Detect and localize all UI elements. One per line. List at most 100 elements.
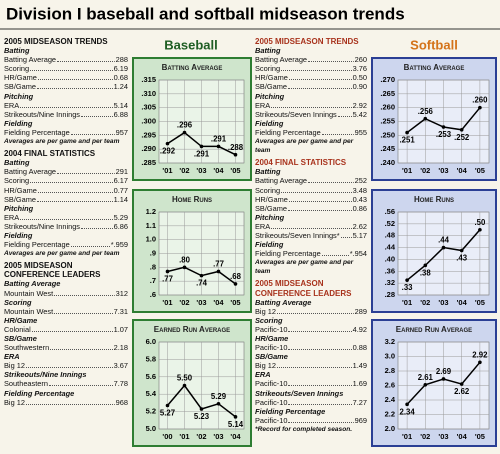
stat-row: Strikeouts/Seven Innings* 5.17 (255, 231, 367, 240)
stat-value: 1.24 (113, 82, 128, 92)
x-tick-label: '04 (213, 166, 224, 175)
stat-label: Pacific-10 (255, 343, 288, 353)
stat-value: 0.68 (113, 73, 128, 83)
stat-row: Southeastern 7.78 (4, 379, 128, 388)
data-label: 5.27 (160, 409, 175, 418)
stat-label: HR/Game (4, 185, 37, 195)
x-tick-label: '02 (420, 166, 430, 175)
group-name: SB/Game (4, 334, 37, 343)
x-tick-label: '00 (162, 432, 172, 441)
text-column: 2005 MIDSEASON TRENDS Batting Batting Aver… (4, 34, 128, 407)
data-label: 5.29 (211, 392, 227, 401)
group-name: Scoring (255, 315, 283, 325)
data-point (233, 152, 238, 157)
x-tick-label: '03 (438, 166, 448, 175)
stat-label: Pacific-10 (255, 324, 288, 334)
data-point (216, 269, 221, 274)
group-name: Pitching (255, 212, 285, 222)
stat-row: Fielding Percentage *.959 (4, 240, 128, 249)
stat-label: Strikeouts/Seven Innings (255, 109, 337, 119)
data-label: .256 (418, 107, 434, 116)
stat-row: Big 12 1.49 (255, 361, 367, 370)
stat-value: .968 (113, 397, 128, 407)
stat-row: Scoring 6.17 (4, 176, 128, 185)
data-point (423, 263, 428, 268)
y-tick-label: 2.6 (385, 380, 395, 389)
data-point (478, 360, 482, 365)
leader (37, 79, 113, 81)
x-tick-label: '03 (438, 298, 448, 307)
stat-value: 6.19 (113, 64, 128, 74)
group-name: Fielding Percentage (4, 388, 75, 398)
y-tick-label: 2.8 (385, 366, 395, 375)
page-title: Division I baseball and softball midseas… (6, 4, 405, 23)
section-heading: 2004 FINAL STATISTICS (4, 149, 96, 159)
stat-row: Mountain West .312 (4, 289, 128, 298)
stat-row: Strikeouts/Seven Innings 5.42 (255, 110, 367, 119)
stat-row: SB/Game 1.14 (4, 195, 128, 204)
group-name: ERA (255, 370, 271, 380)
stat-value: .289 (352, 306, 367, 316)
data-point (233, 282, 238, 286)
stat-label: Pacific-10 (255, 397, 288, 407)
stat-value: 0.50 (352, 73, 367, 83)
stat-label: Fielding Percentage (255, 127, 321, 137)
stat-label: Batting Average (255, 55, 308, 65)
data-point (478, 105, 482, 110)
data-point (459, 128, 464, 132)
leader (288, 421, 352, 423)
stat-row: Colonial 1.07 (4, 325, 128, 334)
data-label: .50 (474, 218, 486, 227)
data-point (182, 383, 187, 388)
stat-value: *.954 (349, 249, 367, 259)
y-tick-label: 2.4 (385, 395, 396, 404)
stat-row: HR/Game 0.68 (4, 73, 128, 82)
y-tick-label: .48 (385, 231, 395, 240)
text-column: 2005 MIDSEASON TRENDS Batting Batting Aver… (255, 34, 367, 434)
data-label: .38 (420, 268, 432, 277)
stat-label: Scoring (4, 176, 30, 186)
stat-value: 6.86 (113, 221, 128, 231)
leader (288, 385, 352, 387)
stat-value: 1.14 (113, 194, 128, 204)
stat-label: HR/Game (255, 73, 288, 83)
stat-row: HR/Game 0.50 (255, 73, 367, 82)
data-label: .68 (230, 272, 242, 281)
data-point (165, 403, 170, 408)
chart-title: Batting Average (404, 63, 465, 72)
stat-label: Strikeouts/Seven Innings* (255, 230, 340, 240)
stat-row: Scoring 6.19 (4, 64, 128, 73)
leader (288, 403, 352, 405)
stat-value: 0.77 (113, 185, 128, 195)
data-point (441, 245, 446, 250)
note: Averages are per game and per team (4, 250, 120, 258)
section-heading: 2005 MIDSEASON CONFERENCE LEADERS (255, 279, 352, 298)
x-tick-label: '05 (475, 298, 485, 307)
x-tick-label: '05 (230, 298, 240, 307)
y-tick-label: .315 (141, 75, 156, 84)
x-tick-label: '02 (420, 432, 430, 441)
stat-value: 0.86 (352, 203, 367, 213)
y-tick-label: 5.2 (146, 407, 156, 416)
data-label: .74 (196, 279, 208, 288)
group-name: Fielding (255, 240, 284, 250)
stat-row: Fielding Percentage *.954 (255, 249, 367, 258)
stat-value: 0.88 (352, 343, 367, 353)
stat-value: .969 (352, 415, 367, 425)
stat-row: Batting Average .291 (4, 167, 128, 176)
stat-label: Scoring (255, 64, 281, 74)
data-label: .80 (179, 255, 191, 264)
stat-label: ERA (255, 100, 271, 110)
stat-row: SB/Game 0.90 (255, 82, 367, 91)
stat-value: 5.14 (113, 100, 128, 110)
data-point (423, 116, 428, 121)
stat-label: Strikeouts/Nine Innings (4, 109, 80, 119)
stat-row: Mountain West 7.31 (4, 307, 128, 316)
stat-row: Fielding Percentage .955 (255, 128, 367, 137)
leader (281, 70, 352, 72)
note: Averages are per game and per team (255, 138, 354, 155)
y-tick-label: 2.0 (385, 424, 395, 433)
stat-value: .260 (352, 55, 367, 65)
